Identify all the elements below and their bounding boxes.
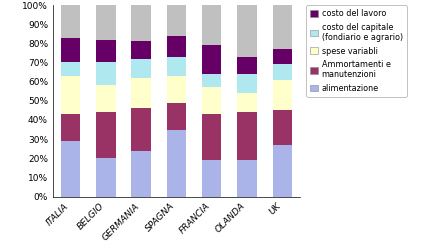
Bar (273, 5, 292, 197)
Bar (131, 59, 151, 78)
Bar (237, 93, 257, 112)
Bar (202, 45, 221, 74)
Bar (273, 80, 292, 110)
Bar (167, 76, 186, 103)
Bar (131, 41, 151, 59)
Bar (237, 5, 257, 57)
Bar (131, 5, 151, 197)
Bar (96, 62, 116, 85)
Bar (237, 74, 257, 93)
Bar (131, 78, 151, 108)
Bar (167, 5, 186, 36)
Bar (61, 76, 80, 114)
Bar (273, 5, 292, 49)
Bar (202, 87, 221, 114)
Bar (202, 114, 221, 160)
Bar (61, 141, 80, 197)
Bar (202, 5, 221, 197)
Bar (61, 5, 80, 38)
Bar (96, 40, 116, 62)
Bar (202, 5, 221, 45)
Bar (61, 5, 80, 197)
Bar (167, 36, 186, 57)
Bar (273, 49, 292, 65)
Bar (96, 5, 116, 197)
Bar (167, 57, 186, 76)
Bar (202, 160, 221, 197)
Bar (273, 145, 292, 197)
Bar (96, 85, 116, 112)
Bar (273, 110, 292, 145)
Bar (96, 5, 116, 40)
Bar (202, 74, 221, 87)
Bar (61, 114, 80, 141)
Bar (273, 65, 292, 80)
Bar (96, 112, 116, 158)
Bar (237, 160, 257, 197)
Bar (167, 5, 186, 197)
Bar (237, 5, 257, 197)
Bar (131, 151, 151, 197)
Bar (167, 130, 186, 197)
Bar (131, 5, 151, 41)
Bar (237, 57, 257, 74)
Bar (167, 103, 186, 130)
Bar (61, 38, 80, 62)
Bar (237, 112, 257, 160)
Legend: costo del lavoro, costo del capitale
(fondiario e agrario), spese variabli, Ammo: costo del lavoro, costo del capitale (fo… (306, 5, 407, 97)
Bar (96, 158, 116, 197)
Bar (131, 108, 151, 151)
Bar (61, 62, 80, 76)
